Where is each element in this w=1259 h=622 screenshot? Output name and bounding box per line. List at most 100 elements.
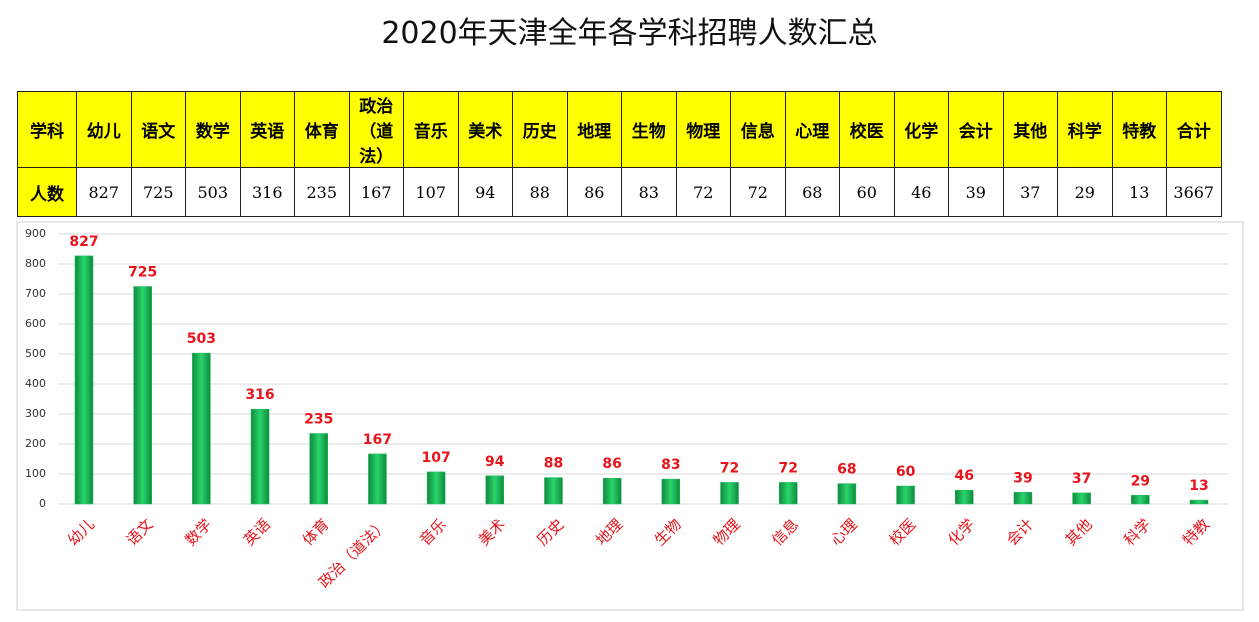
- table-cell: 68: [784, 167, 840, 217]
- x-tick-label: 会计: [1003, 515, 1037, 549]
- x-tick-label: 物理: [710, 515, 744, 549]
- value-label: 83: [661, 457, 680, 473]
- x-tick-label: 特教: [1179, 515, 1213, 549]
- bar: [837, 483, 857, 505]
- bar: [368, 453, 387, 505]
- table-cell: 39: [948, 167, 1004, 217]
- bar: [896, 485, 915, 505]
- value-label: 167: [363, 432, 392, 448]
- table-cell: 政治（道法）: [348, 91, 404, 168]
- y-tick-label: 100: [25, 467, 46, 480]
- bar: [74, 255, 94, 505]
- x-tick-label: 化学: [944, 515, 978, 549]
- value-label: 235: [304, 412, 333, 428]
- bar: [133, 286, 152, 505]
- bar: [485, 475, 505, 505]
- table-cell: 72: [730, 167, 786, 217]
- table-cell: 235: [294, 167, 350, 217]
- bar: [778, 482, 798, 505]
- table-cell: 幼儿: [76, 91, 132, 168]
- bar: [1189, 499, 1209, 505]
- bar: [1131, 495, 1150, 505]
- x-tick-label: 体育: [299, 515, 333, 549]
- bar: [309, 433, 328, 505]
- y-tick-label: 300: [25, 407, 46, 420]
- table-cell: 英语: [239, 91, 295, 168]
- value-label: 503: [187, 331, 216, 347]
- x-tick-label: 生物: [651, 515, 685, 549]
- table-cell: 科学: [1057, 91, 1113, 168]
- table-cell: 美术: [457, 91, 513, 168]
- y-tick-label: 600: [25, 317, 46, 330]
- table-cell: 725: [130, 167, 186, 217]
- x-tick-label: 美术: [475, 515, 509, 549]
- table-cell: 合计: [1166, 91, 1222, 168]
- value-label: 37: [1072, 471, 1091, 487]
- table-cell: 88: [512, 167, 568, 217]
- value-label: 88: [544, 456, 563, 472]
- table-cell: 83: [621, 167, 677, 217]
- value-label: 72: [778, 460, 797, 476]
- table-cell: 827: [76, 167, 132, 217]
- y-tick-label: 800: [25, 257, 46, 270]
- x-tick-label: 科学: [1120, 515, 1154, 549]
- table-cell: 化学: [893, 91, 949, 168]
- bar: [426, 471, 446, 505]
- x-tick-label: 英语: [240, 515, 274, 549]
- value-label: 29: [1131, 473, 1150, 489]
- value-label: 316: [245, 387, 274, 403]
- x-tick-label: 数学: [181, 515, 215, 549]
- summary-table: 学科 幼儿 语文 数学 英语 体育 政治（道法） 音乐 美术 历史 地理 生物 物理 信息 心理 校医 化学 会计…: [17, 91, 1222, 217]
- bar: [544, 477, 563, 505]
- table-cell: 心理: [784, 91, 840, 168]
- bar: [661, 478, 681, 505]
- value-label: 39: [1013, 470, 1032, 486]
- value-label: 60: [896, 464, 916, 480]
- table-cell: 生物: [621, 91, 677, 168]
- table-cell: 167: [348, 167, 404, 217]
- bar: [192, 352, 211, 505]
- x-tick-label: 其他: [1062, 515, 1096, 549]
- table-cell: 数学: [185, 91, 241, 168]
- table-cell: 人数: [17, 167, 77, 217]
- value-label: 827: [69, 234, 98, 250]
- table-cell: 信息: [730, 91, 786, 168]
- table-cell: 学科: [17, 91, 77, 168]
- x-tick-label: 信息: [768, 515, 802, 549]
- x-tick-label: 音乐: [416, 515, 450, 549]
- value-label: 68: [837, 462, 856, 478]
- table-cell: 其他: [1002, 91, 1058, 168]
- bar: [602, 477, 622, 505]
- table-cell: 46: [893, 167, 949, 217]
- table-cell: 音乐: [403, 91, 459, 168]
- table-cell: 29: [1057, 167, 1113, 217]
- y-tick-label: 700: [25, 287, 46, 300]
- y-tick-label: 200: [25, 437, 46, 450]
- page-title: 2020年天津全年各学科招聘人数汇总: [381, 16, 878, 51]
- table-cell: 13: [1111, 167, 1167, 217]
- table-cell: 体育: [294, 91, 350, 168]
- table-cell: 历史: [512, 91, 568, 168]
- table-cell: 物理: [675, 91, 731, 168]
- table-cell: 会计: [948, 91, 1004, 168]
- table-cell: 校医: [839, 91, 895, 168]
- x-tick-label: 校医: [886, 515, 920, 549]
- chart-frame: [16, 221, 1244, 611]
- value-label: 72: [720, 460, 739, 476]
- table-cell: 86: [566, 167, 622, 217]
- value-label: 107: [421, 450, 450, 466]
- bar: [1013, 492, 1033, 505]
- table-cell: 316: [239, 167, 295, 217]
- value-label: 86: [602, 456, 621, 472]
- value-label: 94: [485, 454, 505, 470]
- x-tick-label: 历史: [534, 515, 568, 549]
- y-tick-label: 500: [25, 347, 46, 360]
- table-cell: 94: [457, 167, 513, 217]
- table-cell: 3667: [1166, 167, 1222, 217]
- y-tick-label: 900: [25, 227, 46, 240]
- value-label: 725: [128, 265, 157, 281]
- bar: [250, 408, 270, 505]
- x-tick-label: 语文: [123, 515, 157, 549]
